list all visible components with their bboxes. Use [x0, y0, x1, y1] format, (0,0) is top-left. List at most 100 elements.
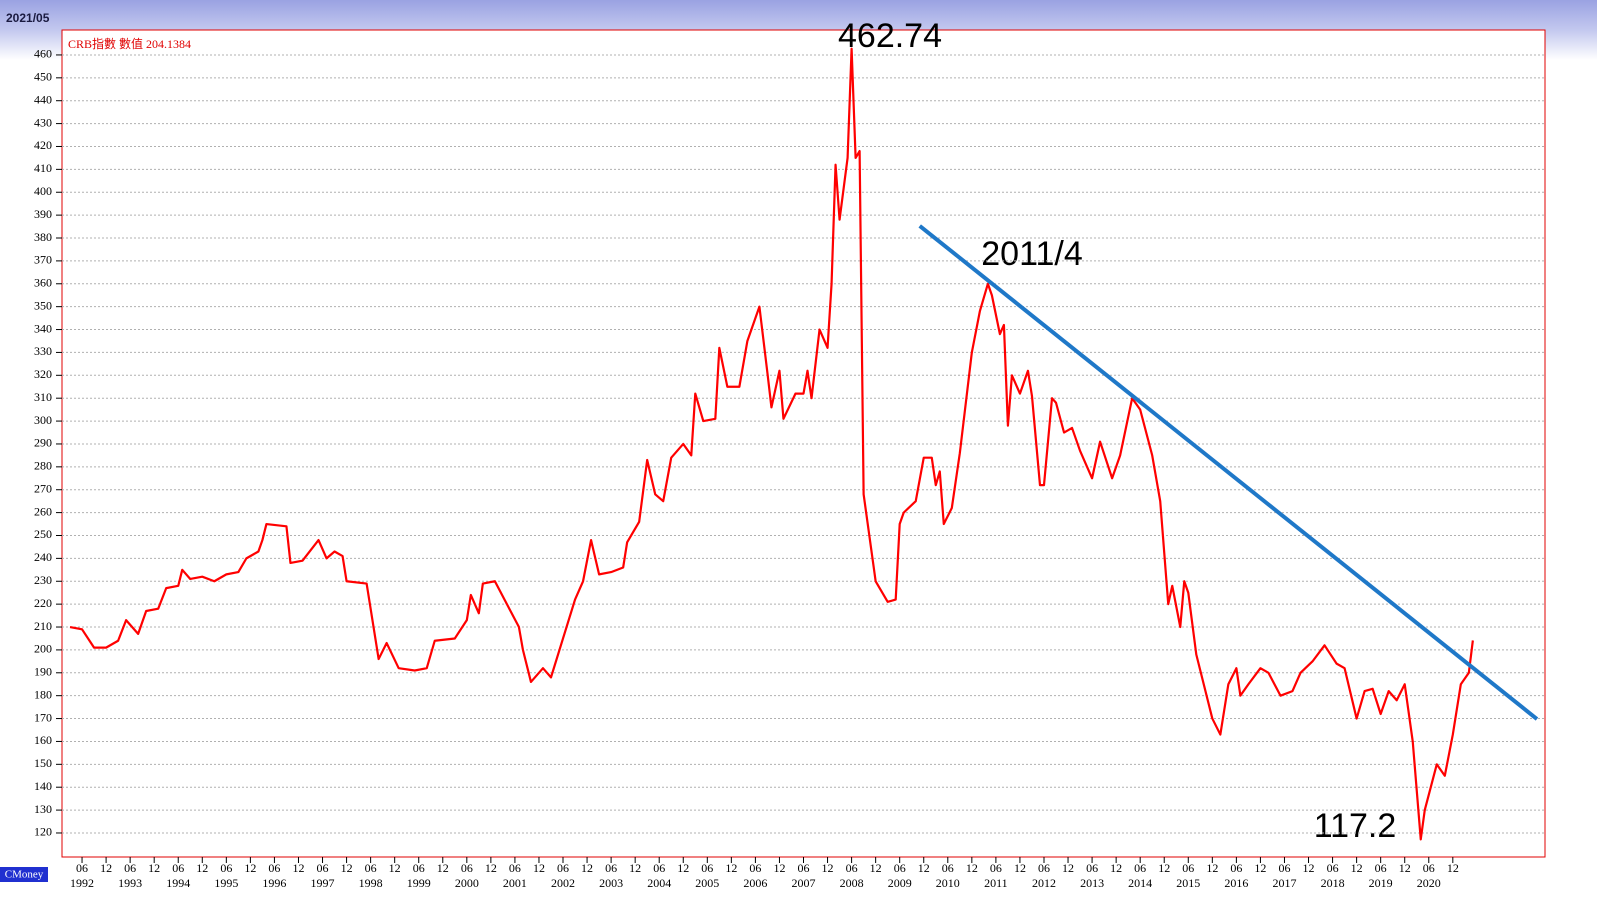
x-tick-label: 12	[677, 861, 689, 875]
y-tick-label: 290	[34, 436, 52, 450]
year-label: 2011	[984, 876, 1008, 890]
x-tick-label: 06	[1134, 861, 1146, 875]
y-tick-label: 340	[34, 321, 52, 335]
y-tick-label: 430	[34, 115, 52, 129]
x-tick-label: 12	[725, 861, 737, 875]
y-tick-label: 380	[34, 230, 52, 244]
y-tick-label: 260	[34, 504, 52, 518]
y-tick-label: 150	[34, 756, 52, 770]
x-tick-label: 06	[653, 861, 665, 875]
year-label: 2008	[840, 876, 864, 890]
y-tick-label: 330	[34, 344, 52, 358]
year-label: 1995	[214, 876, 238, 890]
x-tick-label: 06	[1038, 861, 1050, 875]
y-tick-label: 450	[34, 70, 52, 84]
x-tick-label: 06	[413, 861, 425, 875]
y-tick-label: 180	[34, 687, 52, 701]
y-tick-label: 170	[34, 710, 52, 724]
x-tick-label: 06	[1278, 861, 1290, 875]
x-tick-label: 12	[581, 861, 593, 875]
y-tick-label: 400	[34, 184, 52, 198]
legend-box	[64, 35, 216, 55]
x-tick-label: 06	[942, 861, 954, 875]
y-tick-label: 190	[34, 665, 52, 679]
year-label: 1998	[359, 876, 383, 890]
year-label: 2001	[503, 876, 527, 890]
x-tick-label: 12	[918, 861, 930, 875]
y-tick-label: 460	[34, 47, 52, 61]
x-tick-label: 06	[1423, 861, 1435, 875]
annotation: 2011/4	[981, 235, 1082, 273]
grid	[62, 54, 1545, 834]
source-label: CMoney	[5, 869, 44, 881]
year-label: 1999	[407, 876, 431, 890]
x-tick-label: 12	[1303, 861, 1315, 875]
year-label: 2000	[455, 876, 479, 890]
y-tick-label: 130	[34, 802, 52, 816]
x-tick-label: 12	[485, 861, 497, 875]
year-label: 1996	[262, 876, 286, 890]
year-label: 2013	[1080, 876, 1104, 890]
date-label: 2021/05	[6, 11, 50, 25]
y-tick-label: 210	[34, 619, 52, 633]
annotation: 117.2	[1314, 807, 1397, 845]
year-label: 1992	[70, 876, 94, 890]
year-label: 1993	[118, 876, 142, 890]
y-tick-label: 320	[34, 367, 52, 381]
x-tick-label: 06	[76, 861, 88, 875]
x-tick-label: 12	[341, 861, 353, 875]
year-label: 2014	[1128, 876, 1152, 890]
source-box	[0, 867, 48, 882]
x-tick-label: 06	[846, 861, 858, 875]
year-label: 2003	[599, 876, 623, 890]
y-tick-label: 270	[34, 481, 52, 495]
y-tick-label: 300	[34, 413, 52, 427]
x-tick-label: 12	[389, 861, 401, 875]
year-label: 2016	[1224, 876, 1248, 890]
x-tick-label: 12	[822, 861, 834, 875]
year-label: 1997	[311, 876, 335, 890]
y-tick-label: 360	[34, 276, 52, 290]
x-tick-label: 12	[437, 861, 449, 875]
x-tick-label: 12	[1014, 861, 1026, 875]
x-tick-label: 12	[1110, 861, 1122, 875]
x-tick-label: 12	[773, 861, 785, 875]
y-tick-label: 250	[34, 527, 52, 541]
year-label: 2006	[743, 876, 767, 890]
x-tick-label: 06	[605, 861, 617, 875]
trend-line	[918, 224, 1539, 721]
year-label: 2018	[1321, 876, 1345, 890]
x-tick-label: 12	[100, 861, 112, 875]
year-label: 2020	[1417, 876, 1441, 890]
x-tick-label: 06	[701, 861, 713, 875]
x-tick-label: 06	[509, 861, 521, 875]
x-tick-label: 06	[317, 861, 329, 875]
x-tick-label: 12	[1062, 861, 1074, 875]
y-tick-label: 220	[34, 596, 52, 610]
y-tick-label: 160	[34, 733, 52, 747]
y-tick-label: 370	[34, 253, 52, 267]
x-tick-label: 06	[220, 861, 232, 875]
x-tick-label: 06	[798, 861, 810, 875]
x-tick-label: 06	[557, 861, 569, 875]
x-tick-label: 06	[461, 861, 473, 875]
x-tick-label: 12	[966, 861, 978, 875]
annotation: 462.74	[838, 17, 942, 55]
year-label: 1994	[166, 876, 190, 890]
x-tick-label: 12	[1447, 861, 1459, 875]
x-tick-label: 12	[1351, 861, 1363, 875]
x-tick-label: 06	[1230, 861, 1242, 875]
x-tick-label: 06	[990, 861, 1002, 875]
year-label: 2010	[936, 876, 960, 890]
x-tick-label: 12	[629, 861, 641, 875]
x-tick-label: 06	[172, 861, 184, 875]
x-tick-label: 12	[244, 861, 256, 875]
x-tick-label: 06	[749, 861, 761, 875]
year-label: 2002	[551, 876, 575, 890]
y-tick-label: 140	[34, 779, 52, 793]
year-label: 2004	[647, 876, 671, 890]
y-tick-label: 440	[34, 92, 52, 106]
x-tick-label: 12	[148, 861, 160, 875]
y-tick-label: 310	[34, 390, 52, 404]
